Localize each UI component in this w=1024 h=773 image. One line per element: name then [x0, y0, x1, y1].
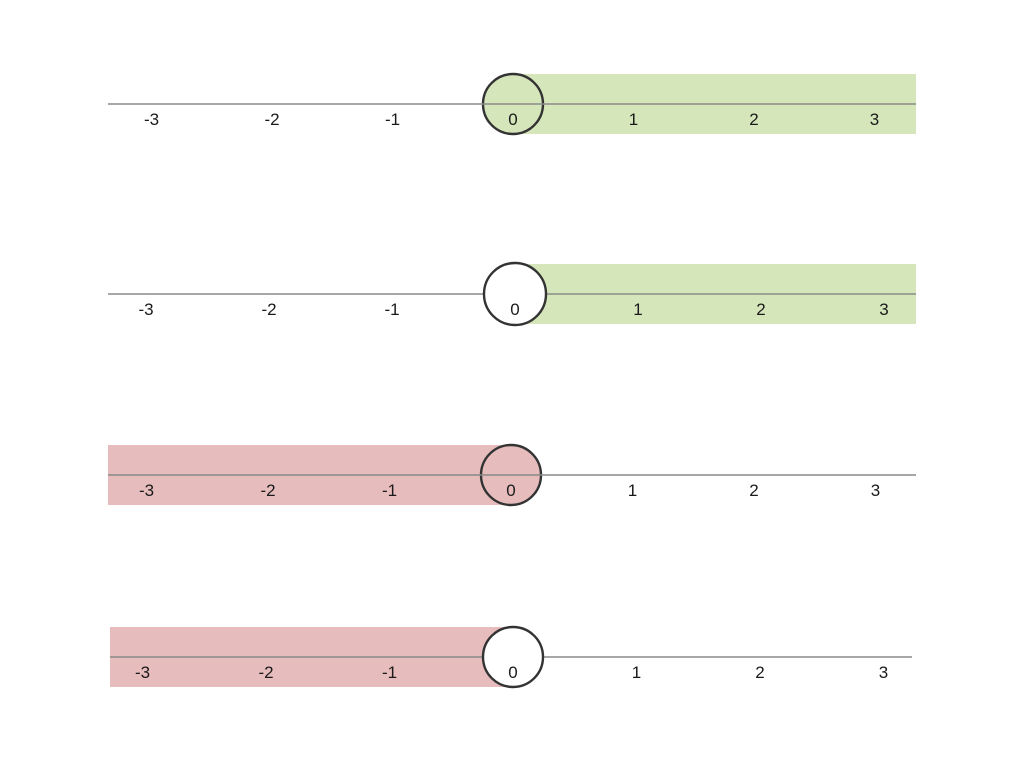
tick-label: 2 [749, 481, 758, 500]
tick-label: 3 [870, 110, 879, 129]
tick-label: -1 [385, 110, 400, 129]
tick-label: 0 [510, 300, 519, 319]
tick-label: 1 [628, 481, 637, 500]
tick-label: -2 [264, 110, 279, 129]
tick-label: -2 [261, 300, 276, 319]
tick-label: 0 [508, 110, 517, 129]
tick-label: -3 [138, 300, 153, 319]
tick-label: 1 [629, 110, 638, 129]
tick-label: -3 [139, 481, 154, 500]
number-line-3: -3 -2 -1 0 1 2 3 [108, 443, 916, 507]
tick-label: 3 [871, 481, 880, 500]
tick-label: 3 [879, 300, 888, 319]
number-line-4: -3 -2 -1 0 1 2 3 [110, 625, 912, 689]
tick-label: 2 [749, 110, 758, 129]
number-line-1: -3 -2 -1 0 1 2 3 [108, 72, 916, 136]
tick-label: 0 [506, 481, 515, 500]
tick-label: 1 [632, 663, 641, 682]
tick-label: 2 [756, 300, 765, 319]
tick-label: -2 [260, 481, 275, 500]
tick-label: 3 [879, 663, 888, 682]
tick-label: -3 [144, 110, 159, 129]
tick-label: -3 [135, 663, 150, 682]
tick-label: -1 [384, 300, 399, 319]
tick-label: 0 [508, 663, 517, 682]
tick-label: -1 [382, 663, 397, 682]
open-circle [482, 261, 548, 327]
tick-label: -1 [382, 481, 397, 500]
open-circle [481, 625, 545, 689]
tick-label: -2 [258, 663, 273, 682]
number-line-2: -3 -2 -1 0 1 2 3 [108, 261, 916, 327]
tick-label: 2 [755, 663, 764, 682]
tick-label: 1 [633, 300, 642, 319]
